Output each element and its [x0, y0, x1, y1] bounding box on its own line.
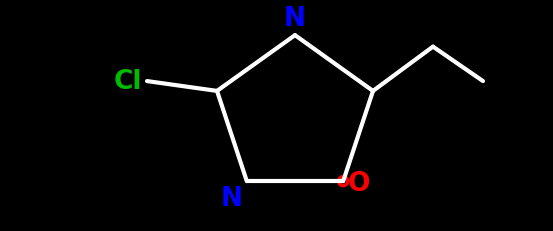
Text: O: O: [347, 170, 370, 196]
Text: N: N: [221, 185, 243, 211]
Text: N: N: [284, 6, 306, 32]
Text: Cl: Cl: [113, 69, 142, 95]
